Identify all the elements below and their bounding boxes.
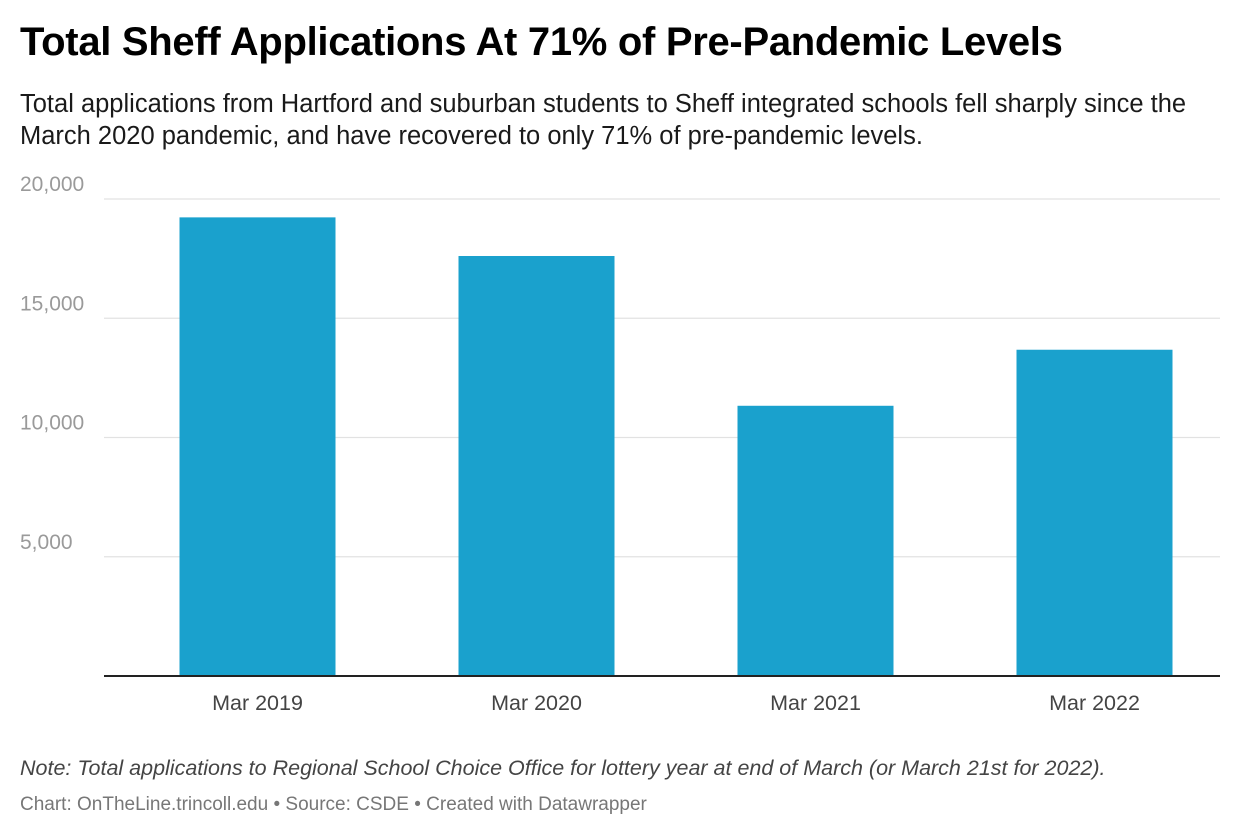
- source-credit: Source: CSDE: [285, 794, 409, 815]
- chart-note: Note: Total applications to Regional Sch…: [20, 756, 1106, 780]
- x-tick-label: Mar 2021: [770, 691, 861, 715]
- chart-subtitle: Total applications from Hartford and sub…: [20, 90, 1187, 150]
- bar: [458, 256, 615, 676]
- x-tick-label: Mar 2020: [491, 691, 582, 715]
- bar: [1016, 349, 1173, 676]
- footer-separator-dot: •: [414, 794, 421, 815]
- x-tick-label: Mar 2019: [212, 691, 303, 715]
- bars: [179, 217, 1173, 676]
- y-tick-label: 15,000: [20, 292, 84, 315]
- y-tick-label: 10,000: [20, 412, 84, 435]
- chart-credit: Chart: OnTheLine.trincoll.edu: [20, 794, 269, 815]
- x-tick-label: Mar 2022: [1049, 691, 1140, 715]
- created-with-credit: Created with Datawrapper: [426, 794, 647, 815]
- bar: [179, 217, 336, 676]
- footer-separator-dot: •: [273, 794, 281, 815]
- bar-chart: 5,000 10,000 15,000 20,000 Mar 2019 Mar 2020 M…: [20, 173, 1220, 715]
- y-tick-label: 5,000: [20, 531, 73, 554]
- y-tick-label: 20,000: [20, 173, 84, 196]
- chart-footer: Chart: OnTheLine.trincoll.edu • Source: …: [20, 794, 1220, 816]
- chart-title: Total Sheff Applications At 71% of Pre-P…: [20, 20, 1063, 64]
- axes: 5,000 10,000 15,000 20,000 Mar 2019 Mar 2020 M…: [20, 173, 1220, 715]
- bar: [737, 405, 894, 676]
